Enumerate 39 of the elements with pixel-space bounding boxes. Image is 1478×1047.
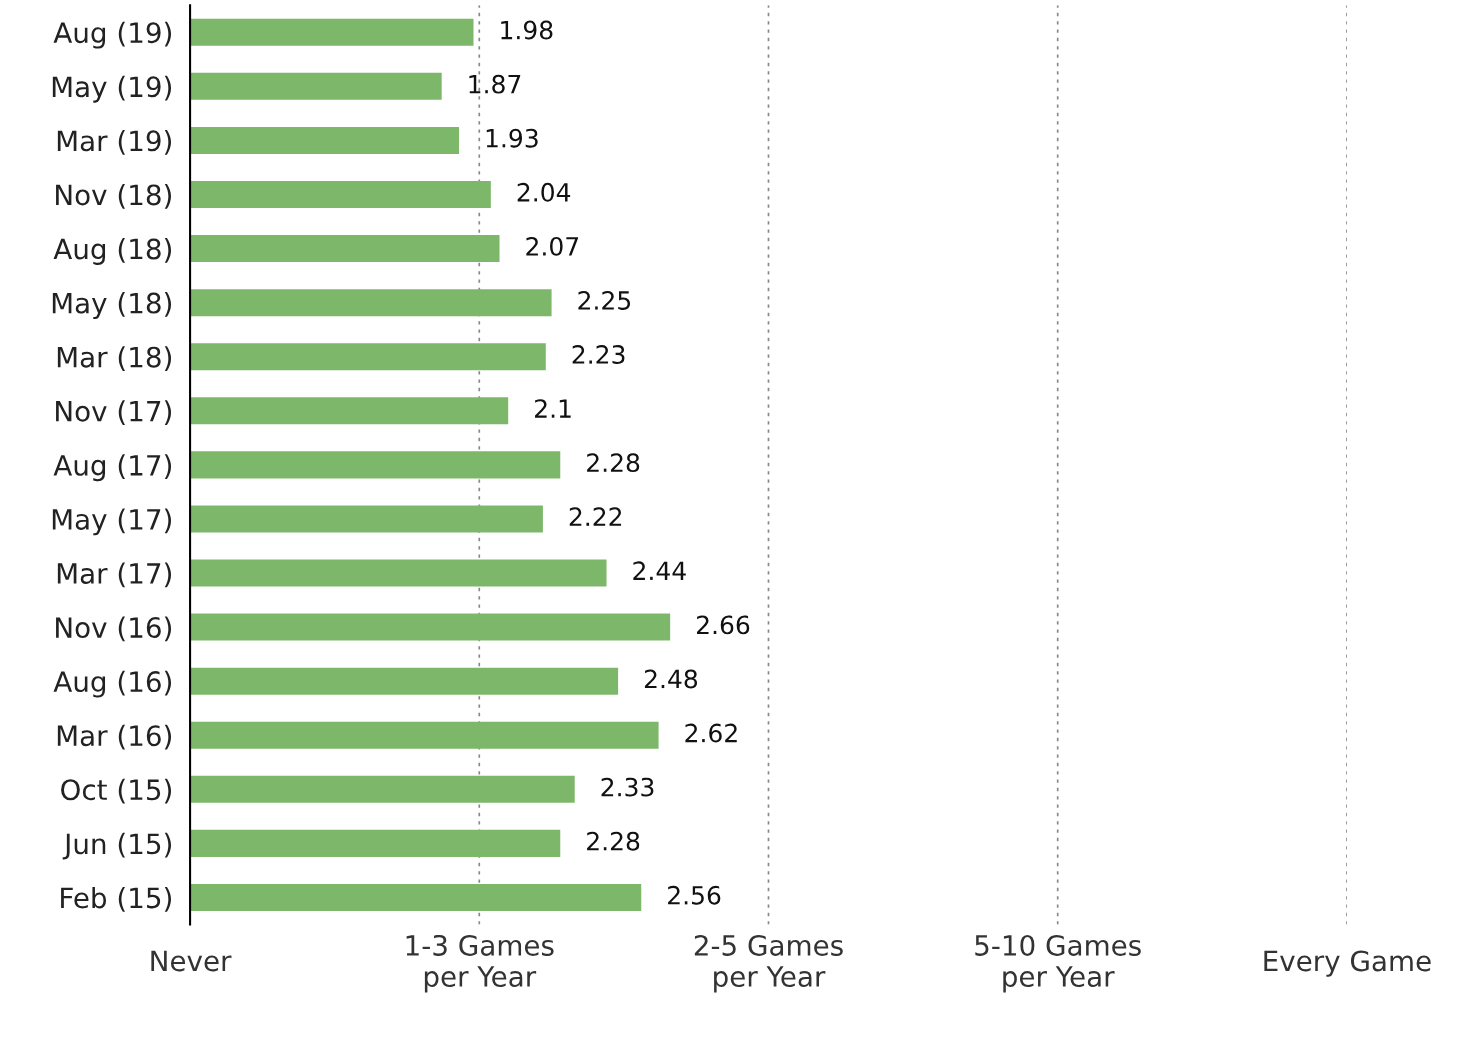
data-label: 2.66 bbox=[696, 615, 750, 635]
data-label: 2.22 bbox=[569, 507, 622, 526]
data-label: 2.48 bbox=[644, 669, 698, 689]
y-tick-label: Nov (17) bbox=[56, 400, 172, 426]
data-label: 1.93 bbox=[486, 128, 538, 148]
y-tick-label: May (19) bbox=[52, 75, 172, 103]
data-label: 2.28 bbox=[587, 831, 640, 851]
data-label: 1.87 bbox=[469, 74, 521, 94]
y-tick-label: Nov (16) bbox=[56, 616, 172, 642]
data-label: 2.1 bbox=[535, 399, 571, 418]
ref-line-label: 1-3 Games per Year bbox=[406, 934, 554, 993]
data-label: 2.62 bbox=[685, 723, 737, 743]
y-tick-label: May (17) bbox=[52, 508, 172, 536]
y-tick-label: Mar (17) bbox=[57, 562, 172, 588]
data-label: 1.98 bbox=[501, 20, 553, 40]
ref-line-label: 5-10 Games per Year bbox=[975, 934, 1141, 993]
data-label: 2.33 bbox=[601, 777, 654, 797]
y-tick-label: Oct (15) bbox=[61, 778, 172, 804]
y-tick-label: Mar (18) bbox=[57, 346, 172, 371]
y-tick-label: Nov (18) bbox=[56, 183, 172, 209]
y-tick-label: Mar (16) bbox=[57, 724, 172, 750]
y-tick-label: Aug (18) bbox=[53, 238, 172, 265]
text: Never bbox=[151, 950, 232, 972]
data-label: 2.44 bbox=[633, 561, 686, 580]
data-label: 2.04 bbox=[517, 182, 571, 202]
data-label: 2.23 bbox=[572, 345, 625, 364]
y-tick-label: Mar (19) bbox=[57, 129, 172, 155]
data-label: 2.28 bbox=[587, 453, 640, 473]
ref-line-label: Every Game bbox=[1264, 950, 1431, 977]
y-tick-label: Jun (15) bbox=[62, 832, 172, 860]
y-tick-label: Aug (17) bbox=[53, 454, 172, 482]
y-tick-label: May (18) bbox=[52, 292, 172, 319]
y-tick-label: Feb (15) bbox=[61, 886, 172, 912]
data-label: 2.56 bbox=[668, 885, 721, 905]
y-tick-label: Aug (19) bbox=[53, 21, 172, 49]
y-tick-label: Aug (16) bbox=[53, 670, 172, 698]
data-label: 2.07 bbox=[526, 236, 579, 256]
data-label: 2.25 bbox=[578, 290, 631, 310]
ref-line-label: 2-5 Games per Year bbox=[694, 934, 843, 993]
